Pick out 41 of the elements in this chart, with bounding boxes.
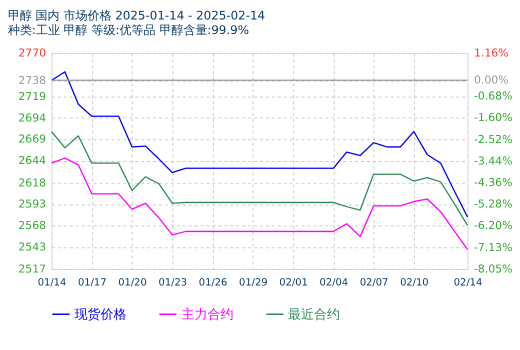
x-tick-label: 01/23 — [158, 277, 188, 288]
y-tick-label: 2568 — [18, 218, 46, 232]
x-tick-label: 01/29 — [239, 277, 268, 288]
y2-tick-label: -1.60% — [474, 111, 512, 124]
x-tick-label: 01/14 — [38, 277, 66, 288]
legend-label: 主力合约 — [181, 306, 234, 322]
x-tick-label: 02/04 — [320, 277, 348, 288]
y2-tick-label: 0.00% — [474, 74, 509, 87]
y2-tick-label: 1.16% — [474, 46, 509, 60]
x-tick-label: 02/01 — [279, 277, 308, 288]
y-tick-label: 2669 — [18, 132, 46, 146]
x-tick-label: 01/20 — [118, 277, 147, 288]
x-tick-label: 02/10 — [400, 277, 429, 288]
y-tick-label: 2618 — [18, 176, 46, 190]
x-tick-label: 01/17 — [78, 277, 107, 288]
line-series — [50, 71, 468, 218]
y-tick-label: 2517 — [18, 262, 46, 276]
y2-tick-label: -3.44% — [474, 154, 512, 168]
line-series — [50, 157, 468, 250]
legend-label: 最近合约 — [288, 307, 340, 322]
y-tick-label: 2694 — [18, 111, 46, 124]
y2-tick-label: -2.52% — [474, 132, 512, 146]
y2-tick-label: -0.68% — [474, 90, 512, 103]
x-tick-label: 02/07 — [360, 277, 388, 288]
y-tick-label: 2644 — [18, 154, 46, 168]
y2-tick-label: -5.28% — [474, 198, 512, 211]
y2-tick-label: -4.36% — [474, 176, 512, 189]
chart-title: 甲醇 国内 市场价格 2025-01-14 - 2025-02-14 — [8, 8, 266, 22]
y-tick-label: 2770 — [18, 46, 46, 60]
y2-tick-label: -6.20% — [474, 219, 512, 232]
y-tick-label: 2543 — [18, 240, 46, 254]
x-tick-label: 01/26 — [198, 277, 228, 288]
chart-subtitle: 种类:工业 甲醇 等级:优等品 甲醇含量:99.9% — [8, 23, 249, 38]
x-tick-label: 02/14 — [454, 277, 482, 288]
y-tick-label: 2738 — [18, 74, 46, 87]
y2-tick-label: -8.05% — [474, 262, 512, 276]
y-tick-label: 2719 — [18, 90, 46, 104]
y-tick-label: 2593 — [18, 198, 46, 211]
line-series — [50, 130, 468, 226]
y2-tick-label: -7.13% — [474, 240, 512, 254]
legend-label: 现货价格 — [74, 307, 126, 322]
